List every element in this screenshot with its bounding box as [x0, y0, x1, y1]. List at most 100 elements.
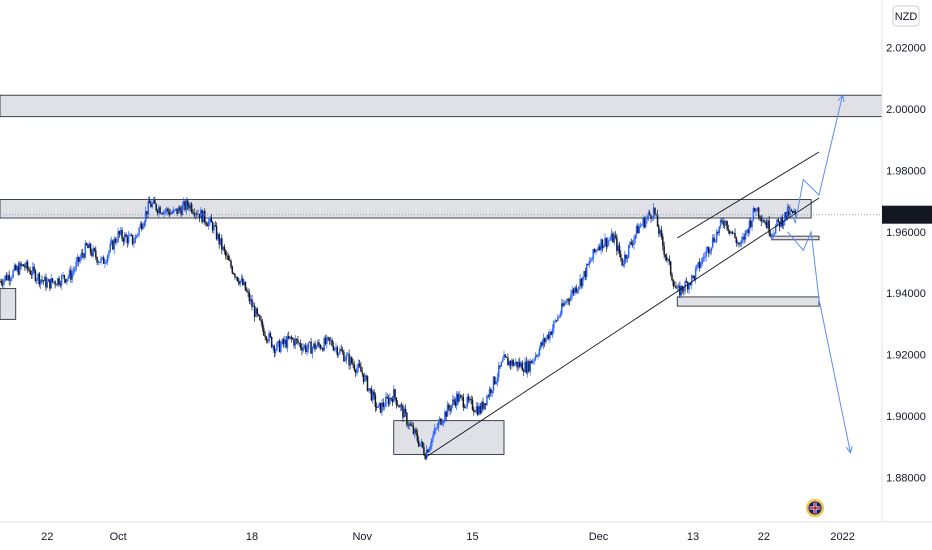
candle: [735, 236, 738, 247]
projection-path-2[interactable]: [787, 229, 851, 454]
candle: [572, 287, 575, 296]
candle: [719, 218, 722, 230]
candle: [631, 240, 634, 248]
candle: [377, 405, 379, 408]
candle: [622, 259, 625, 268]
candle: [587, 263, 589, 266]
candle: [255, 307, 257, 318]
candle: [458, 390, 461, 402]
candle: [302, 343, 304, 353]
candle: [467, 393, 470, 404]
candle: [189, 202, 192, 212]
candle: [566, 297, 568, 306]
zone-left-demand[interactable]: [0, 288, 17, 320]
price-axis[interactable]: 2.02000 2.00000 1.98000 1.96000 1.94000 1.920…: [886, 43, 926, 485]
candle: [781, 214, 783, 229]
candle: [546, 334, 549, 341]
candle: [307, 342, 310, 353]
candle: [301, 343, 303, 356]
candle: [259, 314, 261, 321]
candle: [592, 248, 594, 263]
time-axis[interactable]: 22 Oct 18 Nov 15 Dec 13 22 2022: [41, 531, 855, 543]
candle: [213, 222, 215, 235]
candle: [293, 337, 295, 349]
candle: [378, 401, 381, 410]
candle: [345, 352, 348, 365]
candle: [747, 227, 749, 237]
candle: [230, 258, 232, 269]
candle: [513, 362, 516, 366]
candle: [792, 210, 794, 214]
candle: [459, 393, 462, 399]
candle: [658, 224, 660, 238]
candle: [269, 331, 272, 339]
candle: [698, 258, 701, 272]
candle: [463, 404, 466, 409]
candle: [540, 341, 542, 351]
trendline-2[interactable]: [677, 151, 820, 239]
candle: [135, 234, 138, 239]
candle: [141, 221, 143, 232]
candle: [564, 300, 567, 306]
candle: [479, 402, 482, 415]
time-tick-label: Nov: [352, 531, 372, 543]
candle: [351, 356, 353, 365]
candle: [278, 338, 281, 353]
candle: [440, 417, 442, 426]
candle: [508, 360, 510, 368]
zone-demand-1.938[interactable]: [676, 296, 820, 307]
candle: [536, 354, 538, 358]
candle: [738, 241, 740, 248]
currency-badge[interactable]: [892, 5, 920, 27]
zone-resistance-1.967[interactable]: [0, 199, 812, 219]
candle: [53, 281, 55, 284]
candle: [280, 341, 282, 354]
candle: [198, 213, 201, 223]
candle: [125, 232, 127, 237]
candle: [383, 402, 386, 411]
candle: [454, 397, 457, 408]
candle: [70, 265, 72, 283]
zone-demand-bottom[interactable]: [393, 420, 505, 455]
candle: [168, 208, 171, 218]
candle: [336, 345, 339, 358]
candle: [751, 220, 753, 231]
candle: [274, 348, 277, 357]
candle: [639, 222, 642, 229]
candle: [324, 334, 327, 346]
candle: [557, 314, 559, 322]
candle: [507, 353, 509, 366]
candle: [601, 239, 604, 252]
candle: [360, 361, 362, 372]
trendline-1[interactable]: [425, 197, 820, 458]
candle: [499, 365, 501, 369]
candle: [127, 231, 130, 246]
candle: [609, 235, 612, 241]
candle: [95, 246, 97, 260]
candle: [702, 253, 705, 263]
candle: [570, 289, 572, 302]
time-tick-label: 2022: [830, 531, 854, 543]
uk-flag-icon[interactable]: [806, 499, 824, 517]
candle: [580, 278, 583, 289]
candle: [129, 232, 131, 237]
time-tick-label: 13: [687, 531, 699, 543]
candle: [131, 234, 134, 246]
candle: [353, 361, 356, 372]
candle: [784, 211, 786, 226]
time-tick-label: 18: [246, 531, 258, 543]
candle: [102, 255, 105, 264]
candle: [689, 282, 692, 286]
zone-resistance-2.00[interactable]: [0, 94, 883, 118]
candle: [188, 202, 190, 212]
candle: [225, 249, 227, 260]
candle: [486, 394, 488, 406]
candle: [326, 334, 328, 349]
candle: [526, 359, 529, 378]
candle: [47, 278, 50, 283]
projection-path-1[interactable]: [787, 95, 844, 225]
candle: [143, 220, 146, 229]
candle: [763, 218, 765, 223]
candle: [412, 422, 415, 436]
